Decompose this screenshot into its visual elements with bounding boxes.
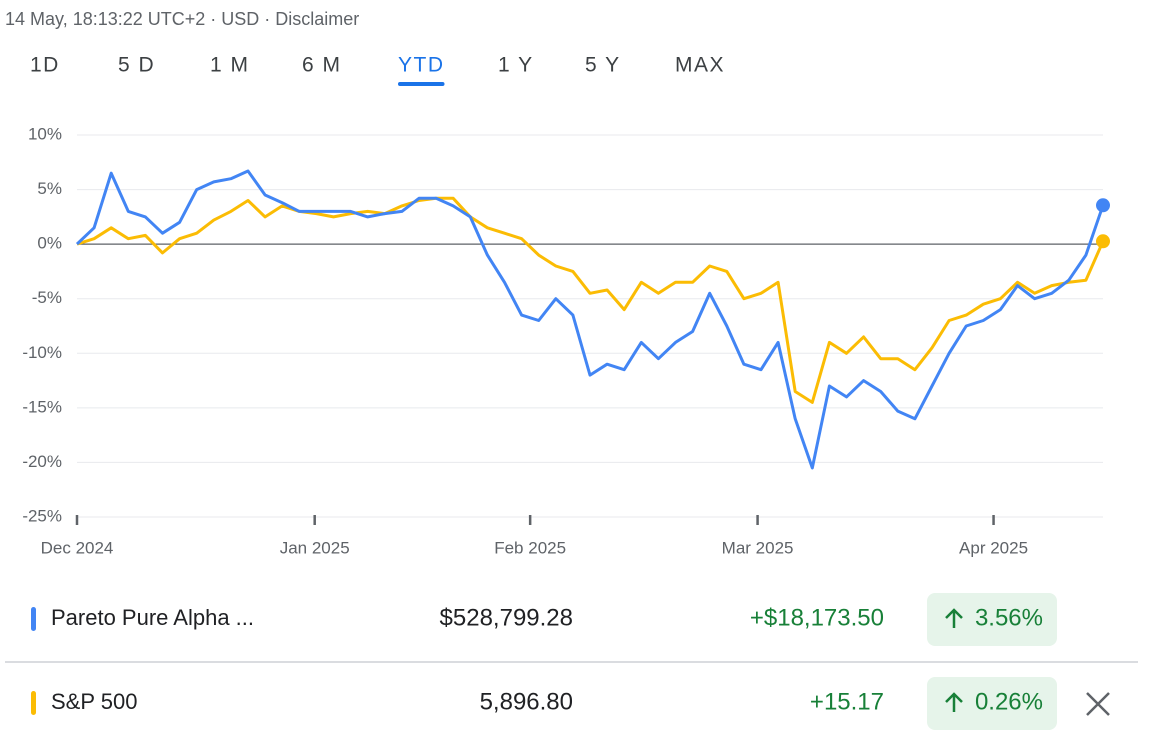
change-pill [927, 677, 1057, 730]
tab[interactable]: 1 M [210, 54, 250, 77]
tab[interactable]: YTD [398, 54, 445, 77]
series-line [76, 196, 1105, 404]
price: $528,799.28 [440, 604, 573, 631]
end-dot [1096, 198, 1110, 213]
y-tick-label: -15% [22, 397, 62, 416]
y-tick-label: 10% [28, 124, 62, 143]
x-tick-label: Apr 2025 [959, 538, 1028, 557]
y-tick-label: -25% [22, 506, 62, 525]
change-pct: 3.56% [975, 604, 1043, 631]
legend-swatch [31, 607, 36, 631]
y-tick-label: 5% [37, 179, 62, 198]
close-button[interactable] [1086, 692, 1110, 716]
tab[interactable]: 5 Y [585, 54, 621, 77]
series-name: Pareto Pure Alpha ... [51, 605, 254, 630]
x-tick-label: Dec 2024 [41, 538, 114, 557]
up-arrow [945, 692, 963, 712]
series-name: S&P 500 [51, 689, 137, 714]
change: +$18,173.50 [750, 604, 884, 631]
tab-underline [398, 82, 445, 86]
y-tick-label: -5% [32, 288, 62, 307]
end-dot [1096, 234, 1110, 249]
x-tick-label: Mar 2025 [722, 538, 794, 557]
tab[interactable]: 5 D [118, 54, 155, 77]
close-icon[interactable] [1086, 692, 1110, 716]
change-pill [927, 593, 1057, 646]
change-pct: 0.26% [975, 688, 1043, 715]
tab[interactable]: 6 M [302, 54, 342, 77]
price: 5,896.80 [480, 688, 573, 715]
tab[interactable]: MAX [675, 54, 725, 77]
tab[interactable]: 1D [30, 54, 60, 77]
legend-swatch [31, 691, 36, 715]
y-tick-label: 0% [37, 234, 62, 253]
up-arrow [945, 608, 963, 628]
header-info: 14 May, 18:13:22 UTC+2 · USD · Disclaime… [5, 9, 359, 29]
change: +15.17 [810, 688, 884, 715]
x-tick-label: Feb 2025 [494, 538, 566, 557]
y-tick-label: -20% [22, 452, 62, 471]
tab[interactable]: 1 Y [498, 54, 534, 77]
series-line [75, 169, 1105, 470]
y-tick-label: -10% [22, 343, 62, 362]
x-tick-label: Jan 2025 [280, 538, 350, 557]
